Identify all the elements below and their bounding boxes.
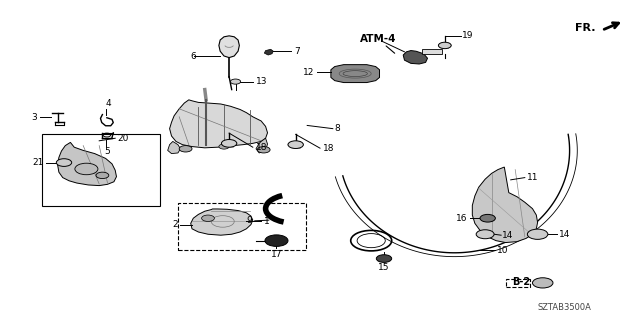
Circle shape bbox=[527, 229, 548, 239]
Bar bbox=[506, 279, 530, 287]
Bar bbox=[178, 203, 306, 250]
Text: FR.: FR. bbox=[575, 23, 595, 33]
Text: 7: 7 bbox=[294, 47, 300, 56]
Text: 3: 3 bbox=[31, 113, 37, 122]
Polygon shape bbox=[168, 141, 180, 154]
Text: B-2: B-2 bbox=[512, 277, 530, 287]
Polygon shape bbox=[331, 65, 380, 83]
Text: 14: 14 bbox=[502, 231, 514, 240]
Text: 9: 9 bbox=[246, 216, 252, 225]
Polygon shape bbox=[256, 138, 268, 153]
Polygon shape bbox=[264, 49, 273, 55]
Circle shape bbox=[230, 79, 241, 84]
Text: 2: 2 bbox=[172, 220, 178, 229]
Circle shape bbox=[532, 278, 553, 288]
Polygon shape bbox=[58, 142, 116, 186]
Text: 17: 17 bbox=[271, 250, 282, 259]
Text: 5: 5 bbox=[104, 147, 109, 156]
Circle shape bbox=[96, 172, 109, 179]
Text: 13: 13 bbox=[256, 77, 268, 86]
Polygon shape bbox=[403, 51, 428, 64]
Circle shape bbox=[265, 235, 288, 246]
Text: 21: 21 bbox=[32, 158, 44, 167]
Text: 14: 14 bbox=[559, 230, 570, 239]
Circle shape bbox=[75, 163, 98, 175]
Circle shape bbox=[376, 255, 392, 262]
Circle shape bbox=[288, 141, 303, 148]
Circle shape bbox=[56, 159, 72, 166]
Text: 4: 4 bbox=[106, 99, 111, 108]
Circle shape bbox=[257, 147, 270, 153]
Text: 18: 18 bbox=[323, 144, 334, 153]
Text: 20: 20 bbox=[117, 134, 129, 143]
Text: 16: 16 bbox=[456, 214, 467, 223]
Circle shape bbox=[219, 144, 229, 149]
Text: 8: 8 bbox=[335, 124, 340, 133]
Text: SZTAB3500A: SZTAB3500A bbox=[538, 303, 591, 312]
Text: 12: 12 bbox=[303, 68, 314, 76]
Text: ATM-4: ATM-4 bbox=[360, 34, 396, 44]
Text: 11: 11 bbox=[527, 173, 538, 182]
Text: 6: 6 bbox=[191, 52, 196, 60]
Circle shape bbox=[221, 140, 237, 147]
Circle shape bbox=[480, 214, 495, 222]
Text: 10: 10 bbox=[497, 246, 509, 255]
Text: 1: 1 bbox=[264, 217, 269, 226]
Polygon shape bbox=[170, 100, 268, 148]
Text: 18: 18 bbox=[256, 143, 268, 152]
Bar bbox=[422, 49, 442, 54]
Circle shape bbox=[179, 146, 192, 152]
Circle shape bbox=[438, 42, 451, 49]
Polygon shape bbox=[191, 209, 253, 235]
Polygon shape bbox=[219, 36, 239, 58]
Bar bbox=[42, 134, 160, 206]
Polygon shape bbox=[472, 167, 538, 243]
Circle shape bbox=[202, 215, 214, 221]
Circle shape bbox=[476, 230, 494, 239]
Text: 15: 15 bbox=[378, 263, 390, 272]
Text: 19: 19 bbox=[462, 31, 474, 40]
